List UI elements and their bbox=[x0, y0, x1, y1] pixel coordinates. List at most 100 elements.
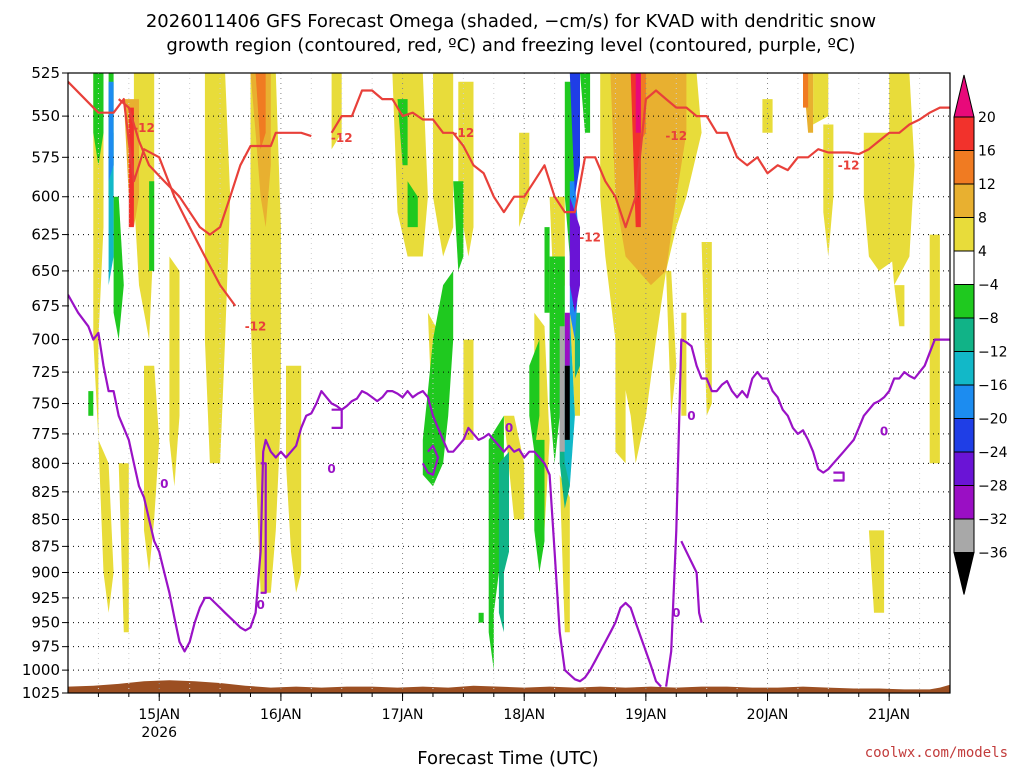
y-tick-label-14: 875 bbox=[31, 537, 60, 555]
omega-shade-region-50 bbox=[453, 181, 464, 271]
y-tick-label-3: 600 bbox=[31, 188, 60, 206]
omega-shade-region-43 bbox=[635, 73, 641, 133]
freezing-level-label-6: 0 bbox=[880, 425, 888, 439]
colorbar-box-13 bbox=[953, 518, 975, 553]
colorbar-box-3 bbox=[953, 183, 975, 218]
y-tick-label-5: 650 bbox=[31, 262, 60, 280]
x-axis-label: Forecast Time (UTC) bbox=[417, 748, 598, 768]
omega-shade-region-48 bbox=[113, 196, 124, 340]
colorbar-box-4 bbox=[953, 217, 975, 252]
omega-shade-region-15 bbox=[503, 415, 525, 520]
omega-shade-region-35 bbox=[610, 73, 687, 286]
x-tick-label-4: 19JAN bbox=[625, 707, 667, 723]
y-tick-label-15: 900 bbox=[31, 563, 60, 581]
x-tick-label-0: 15JAN bbox=[138, 707, 180, 723]
y-tick-label-2: 575 bbox=[31, 148, 60, 166]
x-tick-label-1: 16JAN bbox=[260, 707, 302, 723]
colorbar-label-5: −4 bbox=[978, 278, 999, 294]
freezing-level-label-5: 0 bbox=[687, 409, 695, 423]
freezing-level-label-0: 0 bbox=[160, 477, 168, 491]
dgz-contour-label-3: -12 bbox=[665, 129, 687, 143]
omega-shade-region-61 bbox=[498, 451, 509, 633]
chart-title-line-1: 2026011406 GFS Forecast Omega (shaded, −… bbox=[146, 11, 876, 32]
omega-shade-region-30 bbox=[868, 530, 885, 613]
omega-shade-region-28 bbox=[823, 124, 834, 257]
omega-shade-region-6 bbox=[204, 73, 231, 464]
dgz-contour-label-1: -12 bbox=[331, 131, 353, 145]
colorbar-box-8 bbox=[953, 351, 975, 386]
omega-shade-region-32 bbox=[894, 285, 905, 327]
colorbar-label-2: 12 bbox=[978, 177, 996, 193]
omega-shade-region-11 bbox=[433, 73, 454, 257]
omega-shade-region-47 bbox=[149, 181, 155, 271]
omega-shade-region-70 bbox=[564, 312, 570, 366]
omega-shade-region-72 bbox=[564, 365, 570, 440]
omega-shade-region-16 bbox=[519, 132, 530, 228]
colorbar-label-8: −16 bbox=[978, 378, 1008, 394]
omega-shade-region-49 bbox=[407, 181, 418, 228]
y-tick-label-16: 925 bbox=[31, 589, 60, 607]
colorbar-label-4: 4 bbox=[978, 244, 987, 260]
freezing-level-contour-2 bbox=[680, 540, 703, 623]
y-tick-label-10: 775 bbox=[31, 425, 60, 443]
colorbar-bottom-arrow bbox=[953, 552, 975, 595]
omega-shade-region-44 bbox=[93, 73, 104, 166]
omega-shade-region-71 bbox=[559, 326, 565, 452]
y-tick-label-12: 825 bbox=[31, 483, 60, 501]
omega-shade-region-4 bbox=[144, 365, 160, 573]
colorbar-label-1: 16 bbox=[978, 144, 996, 160]
y-tick-label-17: 950 bbox=[31, 614, 60, 632]
colorbar-label-9: −20 bbox=[978, 412, 1008, 428]
omega-shade-region-14 bbox=[463, 339, 474, 440]
omega-shade-region-8 bbox=[286, 365, 302, 593]
y-tick-label-20: 1025 bbox=[22, 684, 60, 702]
y-tick-label-18: 975 bbox=[31, 638, 60, 656]
omega-shade-region-54 bbox=[544, 227, 550, 313]
x-tick-label-5: 20JAN bbox=[747, 707, 789, 723]
omega-shade-region-52 bbox=[422, 270, 454, 487]
omega-shade-region-23 bbox=[666, 270, 677, 416]
freezing-level-label-2: 0 bbox=[327, 462, 335, 476]
freezing-level-contour-0 bbox=[68, 294, 662, 688]
omega-shade-region-34 bbox=[250, 73, 271, 228]
dgz-contour-label-0: -12 bbox=[133, 121, 155, 135]
freezing-level-contour-3 bbox=[260, 462, 267, 594]
y-tick-label-7: 700 bbox=[31, 331, 60, 349]
omega-shade-region-22 bbox=[615, 339, 626, 464]
chart-title-line-2: growth region (contoured, red, ºC) and f… bbox=[166, 35, 855, 56]
x-tick-sublabel-0: 2026 bbox=[141, 725, 177, 741]
colorbar-box-5 bbox=[953, 250, 975, 285]
dgz-contour-1 bbox=[117, 98, 312, 236]
plot-area: -12 -12 -12 -12 -12 -12 -12 0 0 0 0 0 0 0 525 550 575 600… bbox=[22, 64, 951, 741]
colorbar-label-7: −12 bbox=[978, 345, 1008, 361]
x-tick-label-3: 18JAN bbox=[503, 707, 545, 723]
colorbar-box-7 bbox=[953, 317, 975, 352]
y-tick-label-4: 625 bbox=[31, 226, 60, 244]
y-tick-label-1: 550 bbox=[31, 107, 60, 125]
omega-shade-region-0 bbox=[93, 73, 104, 440]
omega-shade-region-27 bbox=[813, 73, 829, 125]
dgz-contour-label-6: -12 bbox=[245, 319, 267, 333]
omega-shade-region-19 bbox=[559, 474, 570, 633]
colorbar-box-12 bbox=[953, 485, 975, 520]
y-tick-label-11: 800 bbox=[31, 454, 60, 472]
x-tick-label-2: 17JAN bbox=[382, 707, 424, 723]
freezing-level-label-4: 0 bbox=[672, 606, 680, 620]
colorbar-label-6: −8 bbox=[978, 311, 999, 327]
plot-background bbox=[68, 73, 950, 693]
colorbar-label-0: 20 bbox=[978, 110, 996, 126]
freezing-level-label-3: 0 bbox=[505, 421, 513, 435]
ground-surface bbox=[68, 680, 950, 693]
omega-shade-region-59 bbox=[549, 256, 565, 464]
colorbar-label-10: −24 bbox=[978, 445, 1008, 461]
omega-shade-region-63 bbox=[574, 312, 580, 379]
freezing-level-contour-4 bbox=[331, 408, 343, 429]
colorbar-box-9 bbox=[953, 384, 975, 419]
omega-shade-region-56 bbox=[534, 439, 545, 573]
freezing-level-contour-1 bbox=[665, 338, 950, 687]
colorbar-box-1 bbox=[953, 116, 975, 151]
colorbar-box-2 bbox=[953, 150, 975, 185]
omega-shade-region-55 bbox=[529, 339, 540, 452]
omega-shade-region-60 bbox=[478, 612, 484, 623]
